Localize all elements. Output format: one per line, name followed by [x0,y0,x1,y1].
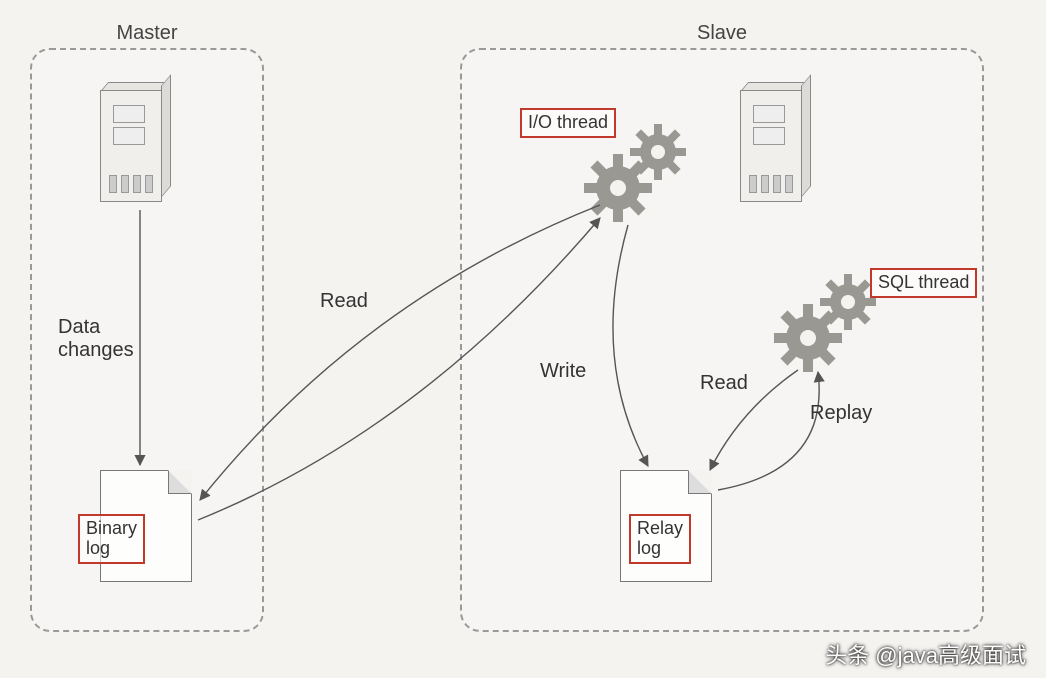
label-replay: Replay [810,402,872,425]
slave-title: Slave [697,22,747,45]
sql-thread-label: SQL thread [870,268,977,298]
io-thread-label: I/O thread [520,108,616,138]
binary-log-label: Binary log [78,514,145,564]
relay-log-label: Relay log [629,514,691,564]
watermark: 头条 @java高级面试 [825,638,1026,670]
label-data-changes: Data changes [58,316,134,362]
label-write-relay: Write [540,360,586,383]
master-title: Master [116,22,177,45]
label-read-binlog: Read [320,290,368,313]
slave-server-icon [740,90,810,210]
label-read-relay: Read [700,372,748,395]
master-server-icon [100,90,170,210]
